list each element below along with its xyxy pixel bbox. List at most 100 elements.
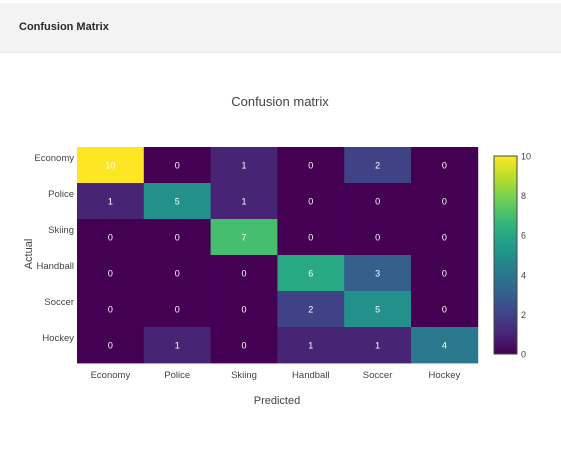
cell-value-label: 0 (375, 233, 380, 243)
heatmap-cell (210, 147, 278, 184)
colorbar-tick-labels: 0 2 4 6 8 10 (521, 152, 531, 360)
cell-value-label: 0 (108, 305, 113, 315)
cell-value-label: 0 (442, 269, 447, 279)
heatmap-cell (77, 327, 145, 364)
x-axis-title: Predicted (254, 395, 300, 407)
heatmap-cell (210, 255, 278, 292)
cell-value-label: 0 (241, 269, 246, 279)
cell-value-label: 0 (175, 233, 180, 243)
y-tick-label: Economy (34, 153, 74, 164)
y-tick-label: Soccer (44, 297, 74, 308)
panel-title: Confusion Matrix (19, 21, 109, 33)
heatmap-cell (77, 255, 145, 292)
cell-value-label: 0 (442, 233, 447, 243)
cell-value-label: 6 (308, 269, 313, 279)
heatmap-cell (143, 327, 211, 364)
heatmap-cell (277, 291, 345, 328)
cell-value-label: 1 (175, 341, 180, 351)
heatmap-cell (143, 255, 211, 292)
heatmap-cell (411, 255, 479, 292)
heatmap-cell (143, 147, 211, 184)
cell-value-label: 0 (175, 161, 180, 171)
colorbar (493, 155, 518, 355)
y-axis-tick-labels: Economy Police Skiing Handball Soccer Hockey (34, 153, 74, 344)
colorbar-tick-label: 8 (521, 191, 526, 201)
panel-header: Confusion Matrix (0, 3, 561, 53)
cell-value-label: 0 (241, 341, 246, 351)
cell-value-label: 4 (442, 341, 447, 351)
heatmap-cell (411, 147, 479, 184)
heatmap-cell (277, 327, 345, 364)
cell-value-label: 0 (108, 341, 113, 351)
cell-value-label: 10 (105, 161, 115, 171)
cell-value-label: 0 (108, 269, 113, 279)
cell-value-label: 1 (108, 197, 113, 207)
heatmap-cell (344, 291, 412, 328)
x-tick-label: Police (164, 370, 190, 381)
heatmap-cell (210, 327, 278, 364)
heatmap-cell (210, 291, 278, 328)
x-tick-label: Soccer (363, 370, 393, 381)
heatmap-cell (143, 183, 211, 220)
confusion-matrix-chart[interactable]: Confusion matrix 10 0 1 0 2 01 5 1 0 0 00 0 7 0 0 00 0 0 6… (0, 54, 561, 454)
heatmap-cell (77, 147, 145, 184)
cell-value-label: 1 (241, 197, 246, 207)
colorbar-tick-label: 0 (521, 350, 526, 360)
heatmap-cell (411, 327, 479, 364)
cell-value-label: 0 (308, 197, 313, 207)
heatmap-cell (210, 183, 278, 220)
cell-value-label: 1 (308, 341, 313, 351)
heatmap-cells (77, 147, 479, 364)
cell-value-label: 0 (308, 161, 313, 171)
chart-area: Confusion matrix 10 0 1 0 2 0 1 5 1 0 0 0 0 0 7 0 0 0 0 0 0 6… (0, 54, 561, 454)
y-tick-label: Police (48, 189, 74, 200)
colorbar-tick-label: 10 (521, 152, 531, 162)
heatmap-cell (143, 219, 211, 256)
colorbar-tick-label: 6 (521, 231, 526, 241)
heatmap-cell (210, 219, 278, 256)
heatmap-cell (277, 183, 345, 220)
cell-value-label: 2 (308, 305, 313, 315)
cell-value-label: 3 (375, 269, 380, 279)
x-tick-label: Skiing (231, 370, 257, 381)
heatmap-cell-labels: 10 0 1 0 2 01 5 1 0 0 00 0 7 0 0 00 0 0 6 3 00 0 0 2 5 00 1 0 1 1 4 (105, 161, 447, 351)
cell-value-label: 1 (241, 161, 246, 171)
heatmap-cell (344, 183, 412, 220)
heatmap-cell (77, 219, 145, 256)
heatmap-cell (411, 183, 479, 220)
cell-value-label: 0 (442, 305, 447, 315)
heatmap-cell (277, 147, 345, 184)
y-tick-label: Skiing (48, 225, 74, 236)
colorbar-tick-label: 2 (521, 310, 526, 320)
y-tick-label: Hockey (42, 333, 74, 344)
heatmap-cell (77, 291, 145, 328)
cell-value-label: 1 (375, 341, 380, 351)
heatmap-cell (277, 219, 345, 256)
cell-value-label: 5 (175, 197, 180, 207)
cell-value-label: 0 (442, 161, 447, 171)
cell-value-label: 0 (241, 305, 246, 315)
cell-value-label: 2 (375, 161, 380, 171)
heatmap-cell (411, 219, 479, 256)
heatmap-cell (344, 255, 412, 292)
x-tick-label: Handball (292, 370, 330, 381)
heatmap-cell (411, 291, 479, 328)
heatmap-cell (77, 183, 145, 220)
y-axis-title: Actual (23, 239, 35, 270)
cell-value-label: 5 (375, 305, 380, 315)
cell-value-label: 0 (442, 197, 447, 207)
heatmap-cell (344, 219, 412, 256)
chart-title: Confusion matrix (231, 94, 329, 109)
colorbar-tick-label: 4 (521, 270, 526, 280)
cell-value-label: 0 (375, 197, 380, 207)
cell-value-label: 0 (308, 233, 313, 243)
y-tick-label: Handball (37, 261, 75, 272)
cell-value-label: 0 (175, 305, 180, 315)
cell-value-label: 0 (175, 269, 180, 279)
x-tick-label: Economy (91, 370, 131, 381)
cell-value-label: 7 (241, 233, 246, 243)
cell-value-label: 0 (108, 233, 113, 243)
x-axis-tick-labels: Economy Police Skiing Handball Soccer Hockey (91, 370, 461, 381)
heatmap-cell (344, 147, 412, 184)
x-tick-label: Hockey (429, 370, 461, 381)
